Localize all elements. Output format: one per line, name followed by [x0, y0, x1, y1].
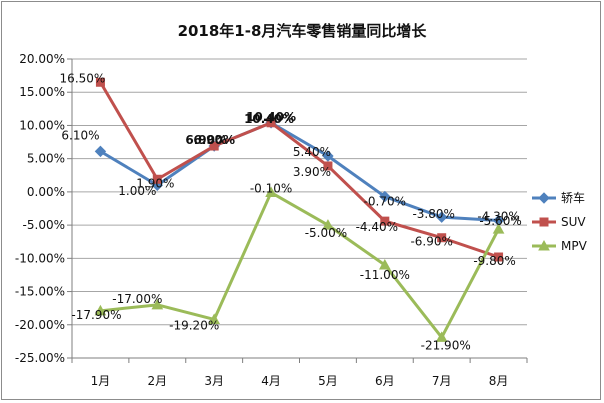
data-label: 10.40% [246, 110, 296, 124]
y-tick-label: -20.00% [15, 318, 65, 332]
data-label: 5.40% [293, 145, 331, 159]
data-point [379, 190, 391, 203]
data-point [322, 150, 334, 162]
data-label: -9.80% [473, 254, 515, 268]
x-tick-label: 8月 [489, 374, 509, 388]
y-tick-label: 15.00% [19, 85, 65, 99]
x-tick-label: 1月 [91, 374, 111, 388]
legend-marker [538, 239, 550, 251]
data-point [265, 186, 277, 198]
data-label: -0.10% [250, 182, 292, 196]
y-tick-label: -10.00% [15, 251, 65, 265]
data-label: -6.90% [410, 235, 452, 249]
x-tick-label: 4月 [261, 374, 281, 388]
series-line [99, 121, 499, 222]
data-point [435, 211, 448, 223]
data-point [209, 141, 219, 151]
legend-marker [539, 217, 549, 227]
y-tick-label: 5.00% [27, 152, 65, 166]
series-line [99, 81, 500, 259]
data-label: -0.70% [364, 195, 406, 209]
data-label: -17.90% [71, 308, 121, 322]
data-label: -3.80% [412, 207, 454, 221]
legend-marker [538, 192, 550, 204]
series-group [94, 77, 505, 342]
x-tick-label: 7月 [432, 374, 452, 388]
data-label: 10.40% [244, 112, 294, 126]
y-tick-label: 20.00% [19, 52, 65, 66]
data-point [94, 145, 107, 158]
data-point [208, 313, 221, 324]
chart-title: 2018年1-8月汽车零售销量同比增长 [178, 22, 428, 40]
y-axis-ticks: 20.00% 15.00% 10.00% 5.00% 0.00% -5.00% -10.00… [15, 52, 72, 365]
data-label: 6.90% [193, 133, 235, 147]
data-label: -11.00% [360, 268, 410, 282]
data-label: -21.90% [421, 338, 471, 352]
x-tick-label: 5月 [318, 374, 338, 388]
series-line [100, 191, 500, 339]
data-point [94, 304, 107, 316]
data-point [380, 216, 390, 226]
data-label: 1.00% [118, 184, 156, 198]
y-tick-label: -15.00% [15, 285, 65, 299]
data-label: 16.50% [60, 71, 106, 85]
y-tick-label: 10.00% [19, 118, 65, 132]
data-point [437, 233, 447, 243]
y-tick-label: 0.00% [27, 185, 65, 199]
data-label: -5.60% [479, 214, 521, 228]
legend-label: MPV [561, 239, 588, 253]
y-tick-label: -25.00% [15, 351, 65, 365]
data-point [494, 252, 504, 262]
data-point [322, 219, 334, 230]
x-axis-ticks: 1月 2月 3月 4月 5月 6月 7月 8月 [71, 358, 528, 388]
data-point [323, 161, 333, 171]
x-tick-label: 2月 [147, 374, 167, 388]
data-labels: 6.10% 1.00% 6.90% 10.40% 5.40% -0.70% -3.80% -4… [60, 71, 522, 352]
data-label: -4.30% [477, 209, 519, 223]
data-point [152, 174, 162, 184]
data-point [378, 258, 391, 270]
data-label: 1.90% [136, 176, 174, 190]
data-point [151, 298, 164, 310]
legend-label: 轿车 [561, 190, 585, 205]
data-label: -19.20% [169, 318, 219, 332]
data-label: -5.00% [305, 226, 347, 240]
data-point [266, 118, 276, 128]
data-label: 3.90% [293, 165, 331, 179]
data-label: -4.40% [356, 220, 398, 234]
data-label: 6.90% [185, 133, 227, 147]
x-tick-label: 3月 [204, 374, 224, 388]
data-point [492, 223, 505, 234]
data-label: -17.00% [112, 292, 162, 306]
legend: 轿车 SUV MPV [532, 190, 588, 253]
y-tick-label: -5.00% [23, 218, 65, 232]
data-point [95, 77, 105, 87]
data-label: 6.10% [61, 128, 99, 142]
x-tick-label: 6月 [375, 374, 395, 388]
legend-label: SUV [561, 215, 586, 229]
data-point [435, 331, 448, 342]
